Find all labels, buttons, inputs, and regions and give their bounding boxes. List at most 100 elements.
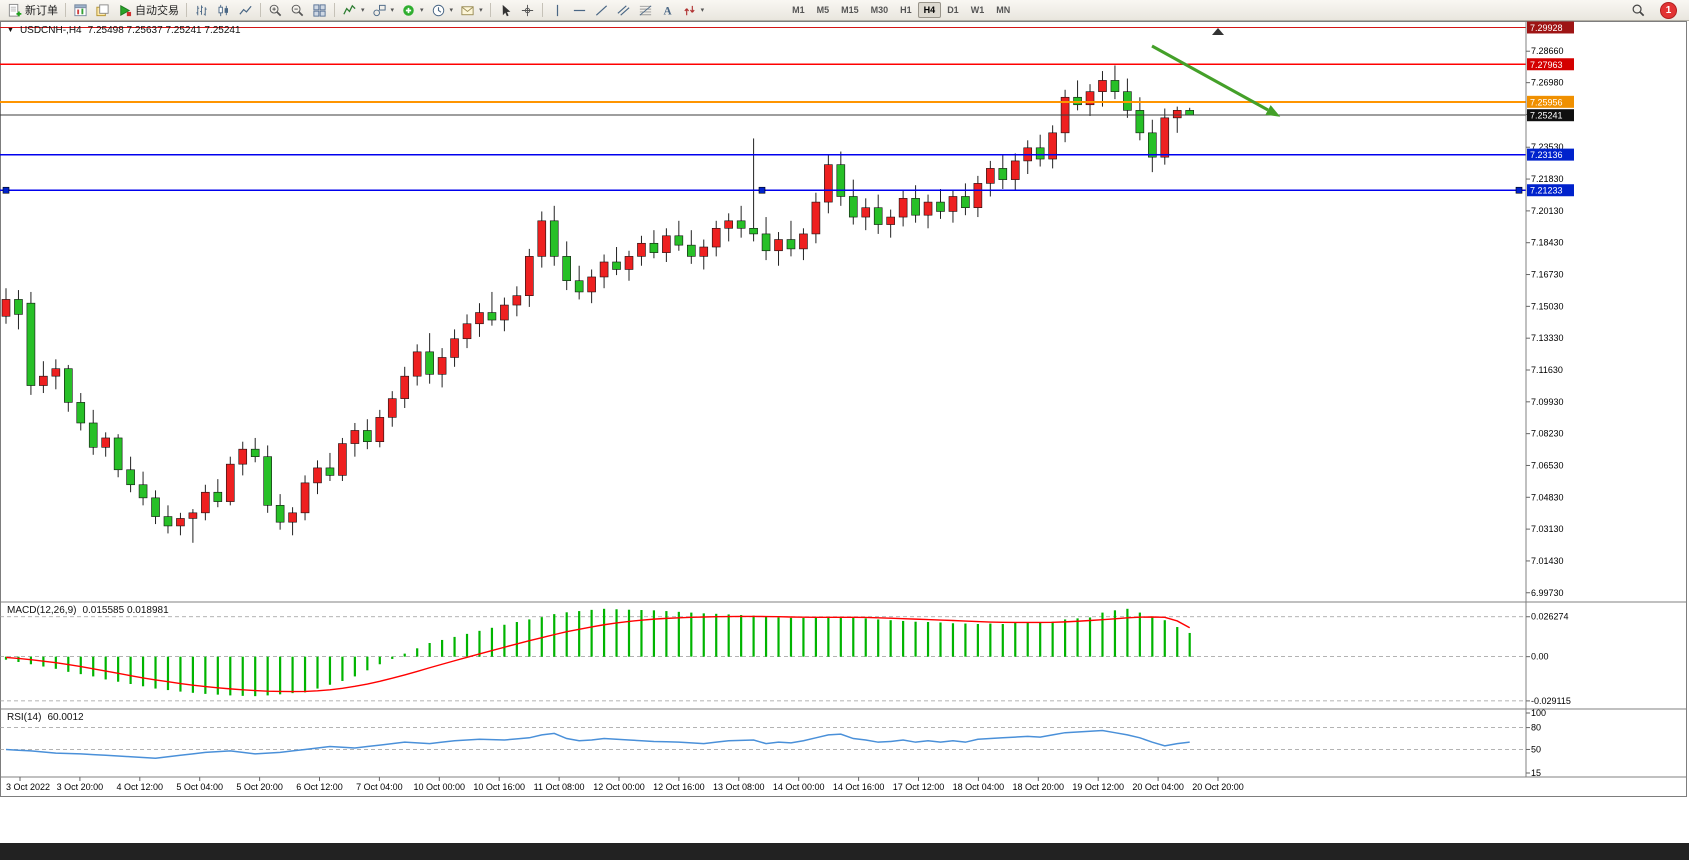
chart-window-icon <box>74 3 87 16</box>
vertical-line-tool-button[interactable] <box>547 1 568 19</box>
crosshair-button[interactable] <box>517 1 538 19</box>
time-axis-label: 18 Oct 04:00 <box>953 782 1005 792</box>
candle-body <box>163 516 173 527</box>
fibonacci-tool-button[interactable] <box>635 1 656 19</box>
timeframe-w1[interactable]: W1 <box>970 5 985 15</box>
candle-body <box>873 207 883 225</box>
bar-chart-button[interactable] <box>191 1 212 19</box>
price-line-badge <box>1527 21 1574 34</box>
candle-body <box>275 505 285 523</box>
dropdown-caret-icon: ▾ <box>390 7 395 14</box>
candle-body <box>350 430 360 444</box>
search-icon <box>1632 4 1645 16</box>
chart-window-button[interactable] <box>70 1 91 19</box>
candle-body <box>101 437 110 448</box>
channel-tool-button[interactable] <box>613 1 634 19</box>
toolbar-separator <box>186 3 187 17</box>
templates-button[interactable]: ▾ <box>457 1 486 19</box>
timeframe-h4[interactable]: H4 <box>917 2 942 18</box>
candle-body <box>51 368 61 377</box>
new-order-button[interactable]: 新订单 <box>4 1 61 19</box>
time-axis-label: 6 Oct 12:00 <box>296 782 343 792</box>
profiles-button[interactable] <box>92 1 113 19</box>
candle-body <box>1135 110 1145 134</box>
tile-windows-button[interactable] <box>309 1 330 19</box>
candle-body <box>612 261 621 270</box>
price-axis-label: 7.28660 <box>1531 46 1564 56</box>
timeframe-m15[interactable]: M15 <box>841 5 859 15</box>
timeframe-mn[interactable]: MN <box>996 5 1011 15</box>
periods-button[interactable]: ▾ <box>428 1 457 19</box>
candles-layer <box>1 65 1194 543</box>
macd-values: 0.015585 0.018981 <box>82 605 169 616</box>
search-button[interactable] <box>1628 1 1649 19</box>
time-axis[interactable]: 3 Oct 2022 3 Oct 20:00 4 Oct 12:00 5 Oct 04… <box>6 777 1244 792</box>
indicators-button[interactable]: ▾ <box>339 1 368 19</box>
candle-body <box>961 196 970 209</box>
autotrading-button[interactable]: 自动交易 <box>114 1 182 19</box>
time-axis-label: 4 Oct 12:00 <box>117 782 164 792</box>
candle-body <box>1 299 11 317</box>
notification-badge[interactable]: 1 <box>1660 1 1677 19</box>
time-axis-label: 10 Oct 16:00 <box>473 782 525 792</box>
timeframe-h1[interactable]: H1 <box>900 5 912 15</box>
price-axis-label: 7.15030 <box>1531 301 1564 311</box>
add-indicator-button[interactable]: ▾ <box>398 1 427 19</box>
horizontal-line-tool-button[interactable] <box>569 1 590 19</box>
price-axis-label: 7.23530 <box>1531 142 1564 152</box>
indicators-icon <box>343 4 356 15</box>
time-axis-label: 12 Oct 16:00 <box>653 782 705 792</box>
price-axis-label: 7.06530 <box>1531 460 1564 470</box>
arrows-tool-button[interactable]: ▾ <box>679 1 708 19</box>
dropdown-caret-icon: ▾ <box>449 7 454 14</box>
arrows-tool-icon <box>683 5 695 15</box>
candle-body <box>375 417 385 442</box>
timeframe-d1[interactable]: D1 <box>947 5 959 15</box>
candle-body <box>711 227 721 248</box>
candle-body <box>662 235 671 253</box>
candle-body <box>886 216 895 225</box>
selection-handle[interactable] <box>1515 186 1523 194</box>
line-chart-button[interactable] <box>235 1 256 19</box>
cursor-button[interactable] <box>495 1 516 19</box>
candle-body <box>338 443 347 476</box>
time-axis-label: 14 Oct 00:00 <box>773 782 825 792</box>
price-axis[interactable]: 7.286607.269807.252807.235307.218307.201… <box>1526 21 1574 598</box>
rsi-axis-label: 50 <box>1531 744 1541 754</box>
candle-body <box>76 402 86 424</box>
zoom-in-button[interactable] <box>265 1 286 19</box>
candlestick-chart-button[interactable] <box>213 1 234 19</box>
autotrading-icon <box>120 4 132 16</box>
timeframe-m1[interactable]: M1 <box>792 5 805 15</box>
price-axis-label: 7.09930 <box>1531 397 1564 407</box>
candle-body <box>898 198 908 218</box>
candle-body <box>1148 132 1157 158</box>
candle-body <box>1160 117 1170 158</box>
chart-dropdown-icon[interactable]: ▼ <box>7 27 14 34</box>
cursor-icon <box>502 4 510 16</box>
candle-body <box>799 233 808 250</box>
chart-shift-marker-icon[interactable] <box>1212 28 1224 35</box>
zoom-out-icon <box>291 4 304 16</box>
candle-body <box>836 164 846 197</box>
trend-arrow[interactable] <box>1151 44 1281 117</box>
chart-symbol-overlay: ▼ USDCNH-,H4 7.25498 7.25637 7.25241 7.2… <box>7 25 241 36</box>
rsi-label: RSI(14) <box>7 712 42 723</box>
candle-body <box>225 463 235 502</box>
objects-button[interactable]: ▾ <box>369 1 398 19</box>
price-axis-label: 7.26980 <box>1531 78 1564 88</box>
zoom-out-button[interactable] <box>287 1 308 19</box>
selection-handle[interactable] <box>758 186 766 194</box>
candle-body <box>64 368 73 403</box>
periods-clock-icon <box>432 4 444 16</box>
candle-body <box>201 491 210 514</box>
text-tool-button[interactable]: A <box>657 1 678 19</box>
candle-body <box>736 220 746 229</box>
price-axis-label: 7.01430 <box>1531 556 1564 566</box>
toolbar-separator <box>334 3 335 17</box>
trendline-tool-button[interactable] <box>591 1 612 19</box>
timeframe-m5[interactable]: M5 <box>816 5 830 15</box>
selection-handle[interactable] <box>2 186 10 194</box>
timeframe-m30[interactable]: M30 <box>870 5 889 15</box>
